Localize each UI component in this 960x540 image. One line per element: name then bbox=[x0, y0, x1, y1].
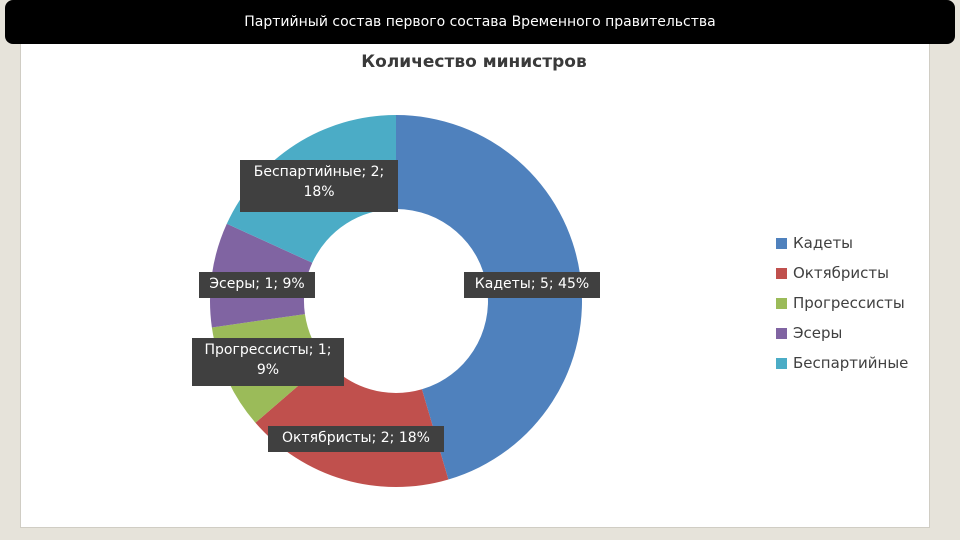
legend-item-kadety: Кадеты bbox=[776, 228, 908, 258]
chart-title: Количество министров bbox=[361, 52, 587, 72]
data-label-oktyabristy: Октябристы; 2; 18% bbox=[268, 426, 444, 452]
data-label-bespartiynye: Беспартийные; 2; 18% bbox=[240, 160, 398, 212]
slide-title: Партийный состав первого состава Временн… bbox=[244, 14, 716, 30]
data-label-progressisty: Прогрессисты; 1; 9% bbox=[192, 338, 344, 386]
data-label-esery: Эсеры; 1; 9% bbox=[199, 272, 315, 298]
legend-item-progressisty: Прогрессисты bbox=[776, 288, 908, 318]
legend-swatch bbox=[776, 327, 787, 339]
data-label-kadety: Кадеты; 5; 45% bbox=[464, 272, 600, 298]
legend-swatch bbox=[776, 357, 787, 369]
legend-swatch bbox=[776, 267, 787, 279]
slide-title-bar: Партийный состав первого состава Временн… bbox=[5, 0, 955, 44]
slice-1 bbox=[255, 361, 449, 487]
legend: Кадеты Октябристы Прогрессисты Эсеры Бес… bbox=[776, 228, 908, 378]
legend-swatch bbox=[776, 297, 787, 309]
legend-item-bespartiynye: Беспартийные bbox=[776, 348, 908, 378]
legend-item-oktyabristy: Октябристы bbox=[776, 258, 908, 288]
legend-item-esery: Эсеры bbox=[776, 318, 908, 348]
legend-swatch bbox=[776, 237, 787, 249]
